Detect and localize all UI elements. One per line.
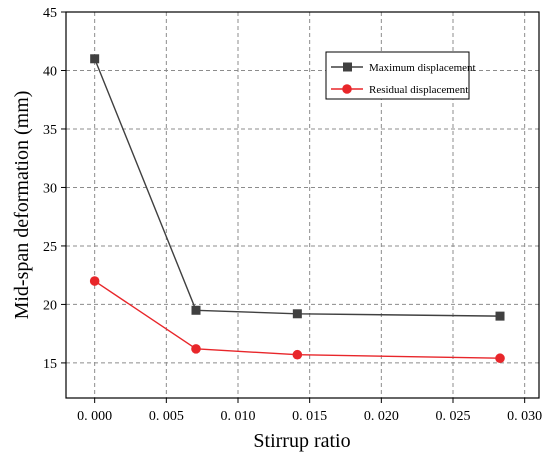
legend-marker xyxy=(342,84,352,94)
y-tick-label: 20 xyxy=(43,298,57,313)
data-point xyxy=(292,309,302,319)
series-layer xyxy=(89,54,505,364)
series-line xyxy=(94,58,501,317)
data-point xyxy=(495,311,505,321)
x-tick-label: 0. 000 xyxy=(77,409,112,424)
legend-marker xyxy=(343,62,352,72)
series-line xyxy=(94,280,501,359)
y-tick-label: 35 xyxy=(43,123,57,138)
y-tick-label: 45 xyxy=(43,6,57,21)
x-tick-label: 0. 030 xyxy=(507,409,542,424)
data-point xyxy=(495,353,505,364)
y-tick-label: 40 xyxy=(43,64,57,79)
x-tick-label: 0. 025 xyxy=(436,409,471,424)
legend-items: Maximum displacement Residual displacemen… xyxy=(331,62,476,96)
legend-label: Maximum displacement xyxy=(369,62,476,74)
legend-label: Residual displacement xyxy=(369,84,468,96)
data-point xyxy=(89,276,100,286)
tick-layer: 0. 000 0. 005 0. 010 0. 015 0. 020 0. 025 0. 0… xyxy=(43,6,542,424)
x-tick-label: 0. 010 xyxy=(221,409,256,424)
data-point xyxy=(191,305,201,315)
y-axis-title: Mid-span deformation (mm) xyxy=(11,91,33,320)
plot-frame xyxy=(65,11,540,399)
data-point xyxy=(292,349,303,360)
y-tick-label: 30 xyxy=(43,181,57,196)
data-point xyxy=(90,54,100,64)
x-tick-label: 0. 015 xyxy=(292,409,327,424)
data-point xyxy=(191,344,201,354)
x-tick-label: 0. 005 xyxy=(149,409,184,424)
legend: Maximum displacement Residual displacemen… xyxy=(325,51,476,100)
x-axis-title: Stirrup ratio xyxy=(253,430,350,452)
x-tick-label: 0. 020 xyxy=(364,409,399,424)
y-tick-label: 25 xyxy=(43,240,57,255)
y-tick-label: 15 xyxy=(43,357,57,372)
